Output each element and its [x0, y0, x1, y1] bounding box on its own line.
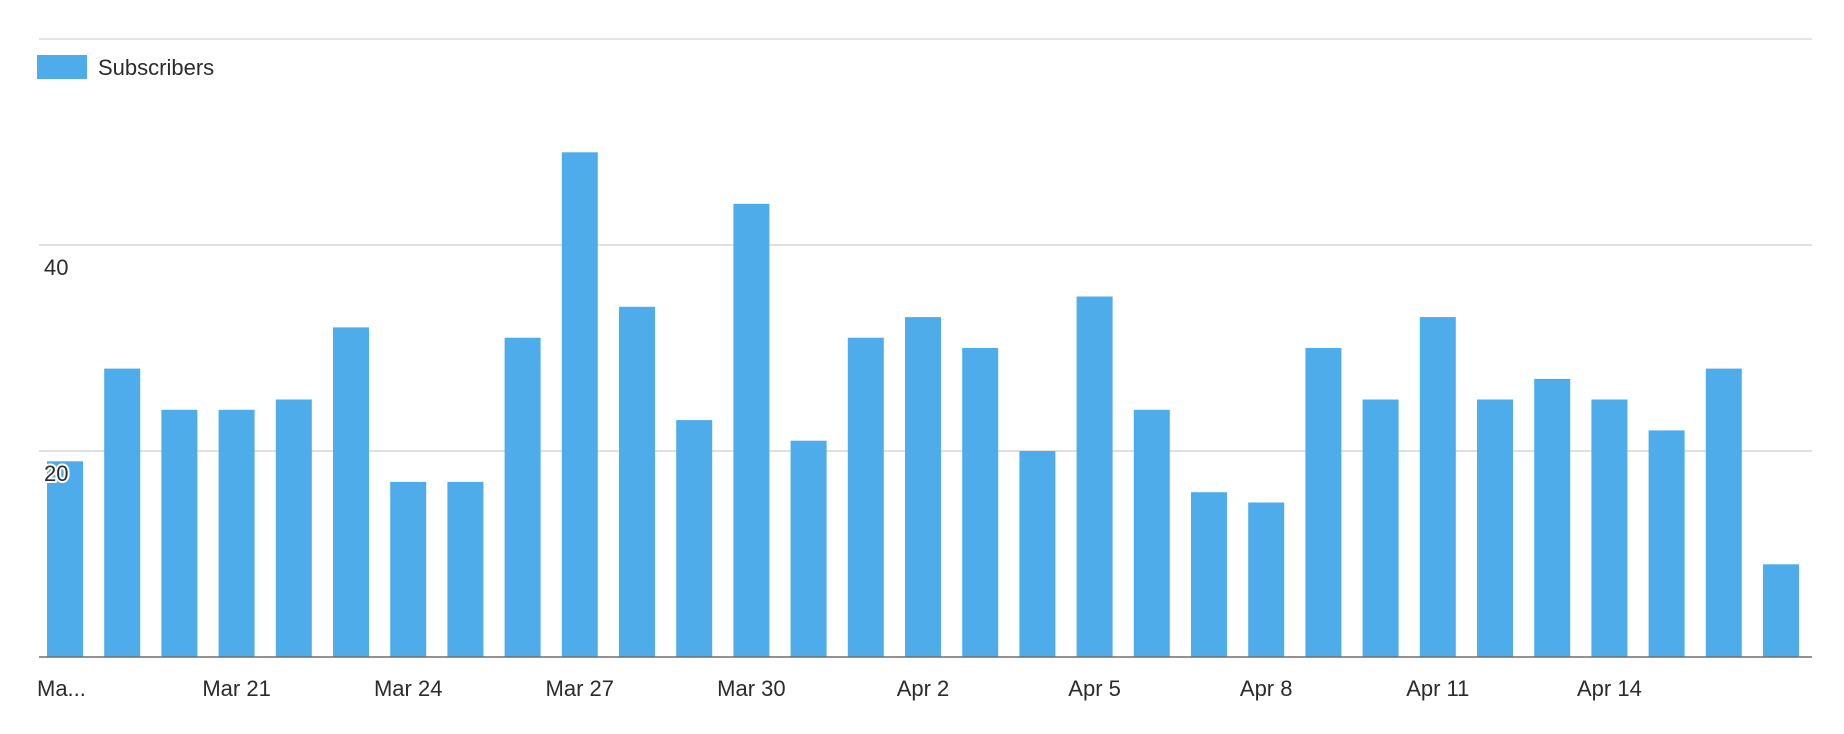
bar-apr-16	[1705, 368, 1742, 657]
legend-swatch-subscribers	[37, 55, 87, 79]
bar-apr-14	[1591, 399, 1628, 657]
bar-mar-18	[47, 461, 83, 657]
bar-apr-17	[1763, 564, 1799, 657]
x-tick-label: Apr 14	[1577, 676, 1642, 701]
bar-apr-1	[847, 337, 884, 657]
x-tick-label: Mar 27	[546, 676, 614, 701]
bar-mar-22	[275, 399, 312, 657]
x-tick-label: Apr 11	[1406, 676, 1469, 701]
bar-mar-29	[676, 420, 713, 657]
bar-mar-25	[447, 481, 484, 657]
x-tick-label: Apr 8	[1240, 676, 1293, 701]
x-tick-label: Mar 21	[202, 676, 270, 701]
bar-apr-10	[1362, 399, 1399, 657]
bar-apr-5	[1076, 296, 1113, 657]
legend-label-subscribers: Subscribers	[98, 55, 214, 80]
bar-mar-23	[333, 327, 369, 657]
bar-mar-28	[619, 306, 655, 657]
bar-mar-26	[504, 337, 541, 657]
x-tick-label: Mar 30	[717, 676, 785, 701]
bar-mar-31	[790, 440, 827, 657]
x-tick-label: Ma...	[37, 676, 86, 701]
bar-mar-21	[218, 409, 255, 657]
x-tick-label: Mar 24	[374, 676, 442, 701]
x-tick-label: Apr 2	[897, 676, 950, 701]
bar-mar-30	[733, 203, 770, 658]
bar-apr-6	[1133, 409, 1170, 657]
bar-mar-27	[561, 152, 598, 658]
bar-apr-11	[1419, 317, 1456, 657]
y-tick-label-20: 20	[44, 461, 68, 486]
bar-apr-4	[1019, 451, 1056, 657]
bar-apr-9	[1305, 348, 1342, 657]
bar-mar-19	[104, 368, 141, 657]
bar-apr-3	[962, 348, 999, 657]
bar-apr-12	[1477, 399, 1513, 657]
bar-mar-20	[161, 409, 198, 657]
bar-apr-8	[1248, 502, 1285, 657]
bar-apr-15	[1648, 430, 1685, 657]
bar-apr-13	[1534, 378, 1571, 657]
bar-apr-7	[1191, 492, 1227, 657]
bar-mar-24	[390, 481, 427, 657]
x-tick-label: Apr 5	[1068, 676, 1121, 701]
y-tick-label-40: 40	[44, 255, 68, 280]
bar-apr-2	[905, 317, 941, 657]
